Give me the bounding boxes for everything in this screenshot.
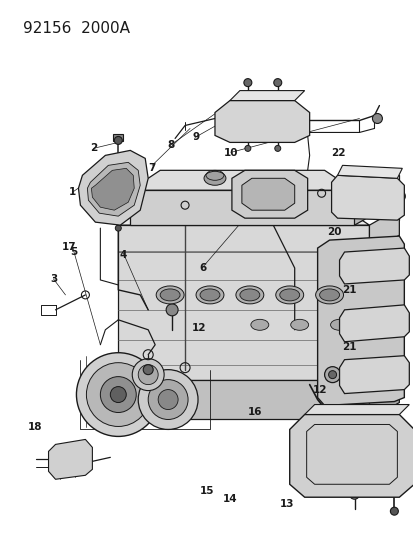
Polygon shape <box>339 305 408 342</box>
Polygon shape <box>331 175 404 220</box>
Polygon shape <box>339 356 408 393</box>
Text: 21: 21 <box>342 285 356 295</box>
Circle shape <box>309 409 319 419</box>
Polygon shape <box>118 225 368 379</box>
Circle shape <box>138 370 197 430</box>
Text: 12: 12 <box>312 385 326 394</box>
Ellipse shape <box>196 286 223 304</box>
Circle shape <box>324 367 340 383</box>
Circle shape <box>274 146 280 151</box>
Circle shape <box>100 377 136 413</box>
Circle shape <box>339 188 349 198</box>
Ellipse shape <box>319 289 339 301</box>
Circle shape <box>372 114 382 124</box>
Circle shape <box>243 79 251 86</box>
Ellipse shape <box>275 286 303 304</box>
Polygon shape <box>100 379 368 419</box>
Ellipse shape <box>250 319 268 330</box>
Circle shape <box>273 79 281 86</box>
Circle shape <box>166 304 178 316</box>
Text: 16: 16 <box>247 407 261 416</box>
Polygon shape <box>337 165 401 179</box>
Circle shape <box>244 146 250 151</box>
Polygon shape <box>48 439 92 479</box>
Text: 24: 24 <box>105 195 119 205</box>
Circle shape <box>349 489 358 499</box>
Circle shape <box>395 193 401 199</box>
Text: 23: 23 <box>349 172 363 182</box>
Circle shape <box>143 365 153 375</box>
Circle shape <box>319 484 329 494</box>
Text: 5: 5 <box>70 247 77 257</box>
Text: 18: 18 <box>27 423 42 432</box>
Text: 15: 15 <box>199 486 214 496</box>
Polygon shape <box>289 415 413 497</box>
Circle shape <box>86 362 150 426</box>
Ellipse shape <box>315 286 343 304</box>
Circle shape <box>392 190 404 202</box>
Circle shape <box>389 507 397 515</box>
Ellipse shape <box>290 319 308 330</box>
Text: 7: 7 <box>148 163 156 173</box>
Text: 3: 3 <box>50 274 57 284</box>
Polygon shape <box>317 236 404 406</box>
Polygon shape <box>229 91 304 101</box>
Circle shape <box>354 409 363 419</box>
Text: 17: 17 <box>62 242 76 252</box>
Bar <box>113 134 123 141</box>
Text: 11: 11 <box>233 197 247 207</box>
Circle shape <box>384 409 394 419</box>
Text: 1: 1 <box>69 187 76 197</box>
Text: 13: 13 <box>279 499 293 509</box>
Circle shape <box>148 379 188 419</box>
Polygon shape <box>118 205 368 225</box>
Ellipse shape <box>330 319 348 330</box>
Text: 19: 19 <box>234 183 249 193</box>
Polygon shape <box>354 173 384 225</box>
Polygon shape <box>241 179 294 210</box>
Text: 21: 21 <box>342 342 356 352</box>
Polygon shape <box>78 150 148 225</box>
Text: 8: 8 <box>167 140 174 150</box>
Text: 2: 2 <box>90 143 97 154</box>
Text: 12: 12 <box>191 323 206 333</box>
Ellipse shape <box>156 286 184 304</box>
Text: 92156  2000A: 92156 2000A <box>23 21 129 36</box>
Polygon shape <box>91 168 134 210</box>
Ellipse shape <box>199 289 219 301</box>
Circle shape <box>387 482 400 496</box>
Circle shape <box>114 136 122 144</box>
Text: 20: 20 <box>327 227 341 237</box>
Ellipse shape <box>204 171 225 185</box>
Circle shape <box>158 390 178 409</box>
Polygon shape <box>130 190 354 225</box>
Polygon shape <box>214 101 309 142</box>
Circle shape <box>76 353 160 437</box>
Text: 6: 6 <box>199 263 206 273</box>
Polygon shape <box>339 248 408 284</box>
Text: 14: 14 <box>222 494 237 504</box>
Circle shape <box>132 359 164 391</box>
Ellipse shape <box>239 289 259 301</box>
Ellipse shape <box>279 289 299 301</box>
Ellipse shape <box>160 289 180 301</box>
Polygon shape <box>368 362 399 419</box>
Circle shape <box>110 386 126 402</box>
Polygon shape <box>304 405 408 415</box>
Circle shape <box>328 370 336 378</box>
Text: 10: 10 <box>223 148 237 158</box>
Text: 4: 4 <box>119 250 127 260</box>
Polygon shape <box>130 171 354 190</box>
Circle shape <box>115 225 121 231</box>
Polygon shape <box>231 171 307 218</box>
Polygon shape <box>87 163 140 216</box>
Polygon shape <box>368 208 399 379</box>
Ellipse shape <box>235 286 263 304</box>
Circle shape <box>138 365 158 385</box>
Text: 22: 22 <box>330 148 345 158</box>
Text: 9: 9 <box>192 132 199 142</box>
